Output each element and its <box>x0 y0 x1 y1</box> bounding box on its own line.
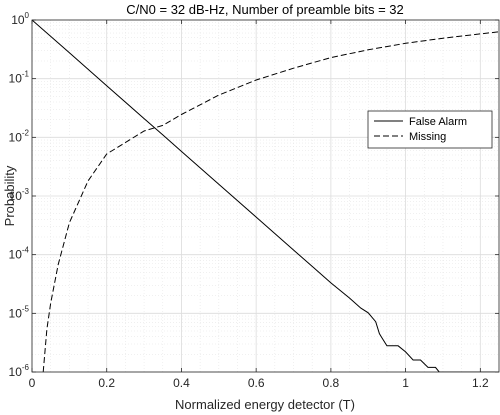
legend-label-false-alarm: False Alarm <box>409 116 467 128</box>
series-line-missing <box>42 31 499 372</box>
series-layer <box>32 20 499 372</box>
x-tick-label: 0.6 <box>248 376 265 390</box>
x-tick-label: 0.4 <box>173 376 190 390</box>
y-tick-label: 10-2 <box>9 128 30 144</box>
legend: False Alarm Missing <box>367 110 493 149</box>
legend-label-missing: Missing <box>409 131 446 143</box>
x-tick-label: 0.8 <box>323 376 340 390</box>
legend-box <box>367 110 493 149</box>
y-tick-label: 10-1 <box>9 70 30 86</box>
y-axis-label: Probability <box>2 165 17 226</box>
x-tick-label: 0.2 <box>98 376 115 390</box>
series-line-false-alarm <box>32 20 499 372</box>
x-tick-label: 1 <box>402 376 409 390</box>
tick-marks <box>31 19 499 373</box>
y-tick-label: 100 <box>11 11 29 27</box>
y-tick-label: 10-5 <box>9 304 30 320</box>
x-tick-label: 0 <box>29 376 36 390</box>
y-tick-labels: 100 10-1 10-2 10-3 10-4 10-5 10-6 <box>9 11 30 379</box>
chart-title: C/N0 = 32 dB-Hz, Number of preamble bits… <box>126 2 403 17</box>
y-tick-label: 10-4 <box>9 246 30 262</box>
x-axis-label: Normalized energy detector (T) <box>175 397 355 412</box>
y-tick-label: 10-3 <box>9 187 30 203</box>
y-tick-label: 10-6 <box>9 363 30 379</box>
x-tick-label: 1.2 <box>472 376 489 390</box>
x-tick-labels: 0 0.2 0.4 0.6 0.8 1 1.2 <box>29 376 489 390</box>
